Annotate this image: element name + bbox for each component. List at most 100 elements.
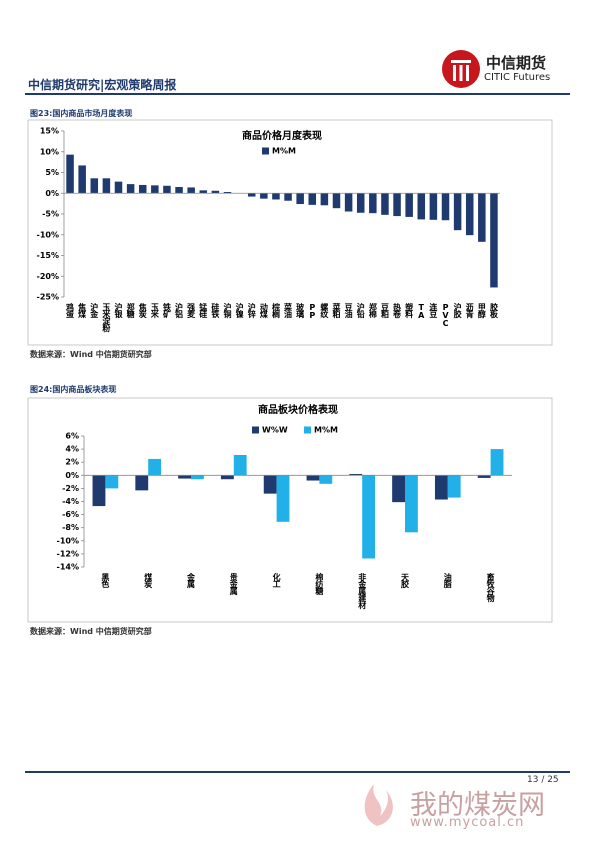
y-tick-label: 2% (65, 458, 79, 467)
x-tick-label: 硅铁 (211, 302, 220, 319)
y-tick-label: -5% (42, 210, 59, 219)
figure-source: 数据来源：Wind 中信期货研究部 (30, 627, 152, 636)
figure-caption: 图23:国内商品市场月度表现 (30, 109, 133, 118)
y-tick-label: -2% (62, 484, 79, 493)
x-tick-label: PP (308, 303, 317, 319)
x-tick-label: 菜粕 (332, 302, 341, 319)
y-tick-label: 5% (45, 168, 59, 177)
x-tick-label: 郑糖 (126, 302, 135, 319)
bar (477, 475, 491, 478)
bar (233, 454, 247, 476)
bar (465, 193, 474, 236)
logo-mark (442, 50, 480, 88)
y-tick-label: -14% (57, 563, 79, 572)
x-tick-label: 螺纹 (319, 302, 329, 319)
bar (349, 473, 363, 476)
chart-frame (27, 397, 553, 623)
bar (284, 193, 292, 201)
bar (92, 475, 106, 507)
y-tick-label: -20% (37, 272, 59, 281)
figure-caption: 图24:国内商品板块表现 (30, 385, 117, 394)
bar (175, 187, 183, 194)
bar (490, 449, 504, 476)
y-tick-label: -6% (62, 510, 79, 519)
bar (344, 193, 353, 212)
legend-swatch (304, 426, 311, 434)
bar (178, 475, 191, 479)
bar (453, 193, 462, 231)
bar (78, 165, 86, 194)
chart: 商品板块价格表现 -14% -12% -10% -8% -6% -4% -2% 0% 2% 4% 6%… (27, 397, 553, 623)
legend-label: M%M (272, 147, 296, 156)
x-tick-label: 棕榈 (271, 302, 280, 319)
bar (105, 475, 119, 489)
y-tick-label: 6% (65, 432, 79, 441)
bar (272, 193, 280, 200)
x-tick-label: 玻璃 (295, 302, 305, 319)
x-tick-label: 菜油 (284, 302, 293, 319)
bar (405, 475, 418, 533)
legend-label: M%M (314, 426, 338, 435)
y-tick-label: -25% (37, 293, 59, 302)
bar (362, 475, 376, 559)
bar (220, 475, 234, 480)
x-tick-label: 铁矿 (162, 302, 171, 319)
bar (276, 475, 290, 522)
x-tick-label: 黑色 (101, 572, 110, 589)
chart-frame (27, 119, 553, 346)
bar (381, 193, 389, 215)
y-tick-label: -10% (37, 230, 59, 239)
x-tick-label: 天胶 (400, 573, 410, 589)
x-tick-label: 畜牧谷物 (485, 572, 495, 603)
x-tick-label: 豆油 (344, 303, 353, 319)
x-tick-label: 棉纺糖 (315, 572, 324, 596)
x-tick-label: 沪锌 (247, 302, 256, 319)
bar (247, 193, 256, 197)
bar (369, 193, 377, 214)
bar (263, 475, 277, 494)
bar (102, 178, 111, 194)
x-tick-label: 焦煤 (78, 302, 87, 319)
chart-title: 商品价格月度表现 (242, 129, 322, 142)
header-title: 中信期货研究|宏观策略周报 (28, 78, 177, 92)
y-tick-label: 10% (40, 147, 59, 156)
bar (223, 192, 232, 194)
bar (490, 193, 498, 288)
bar (319, 475, 333, 484)
bar (356, 193, 365, 213)
bar (320, 193, 329, 206)
bar (296, 193, 304, 205)
x-tick-label: 强麦 (186, 303, 196, 319)
legend-label: W%W (262, 426, 288, 435)
y-tick-label: -10% (57, 536, 79, 545)
x-tick-label: 胶板 (488, 302, 498, 319)
x-tick-label: 金属 (186, 572, 196, 589)
bar (66, 154, 74, 194)
bar (434, 475, 448, 500)
x-tick-label: 煤炭 (144, 572, 153, 589)
x-tick-label: 豆粕 (380, 303, 389, 319)
x-tick-label: 热卷 (392, 302, 402, 319)
x-tick-label: 沪金 (89, 302, 99, 319)
bar (405, 193, 413, 217)
x-tick-label: 沪银 (113, 302, 123, 319)
bar (148, 458, 162, 476)
bar (151, 185, 159, 194)
bar (441, 193, 450, 221)
legend-swatch (262, 147, 269, 155)
x-tick-label: 焦炭 (138, 302, 147, 319)
bar (126, 184, 135, 194)
bar (135, 475, 149, 491)
watermark-url: www.mycoal.cn (410, 815, 525, 830)
bar (392, 475, 405, 503)
watermark-name: 我的煤炭网 (410, 790, 545, 821)
bar (417, 193, 426, 220)
x-tick-label: 非金属建材 (357, 572, 367, 610)
logo-cn: 中信期货 (486, 54, 547, 72)
watermark-icon (364, 784, 393, 826)
y-tick-label: -4% (62, 497, 79, 506)
figure-source: 数据来源：Wind 中信期货研究部 (30, 350, 152, 359)
bar (90, 178, 99, 194)
footer-rule (25, 771, 570, 773)
